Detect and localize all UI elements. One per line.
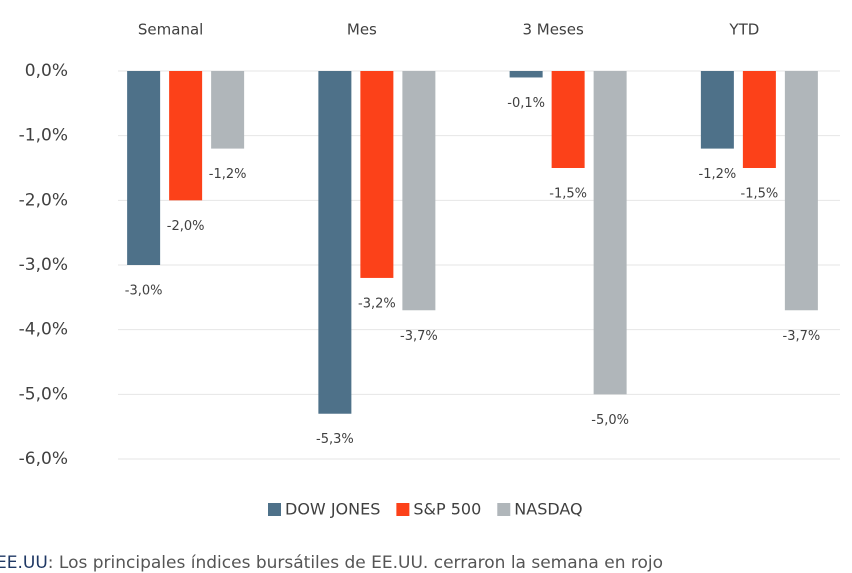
legend-label: S&P 500 — [413, 500, 481, 519]
caption: EE.UU: Los principales índices bursátile… — [0, 553, 663, 573]
legend-label: NASDAQ — [514, 500, 582, 519]
value-label: -5,0% — [591, 413, 629, 428]
y-tick-label: -6,0% — [19, 449, 68, 469]
y-tick-label: -5,0% — [19, 384, 68, 404]
bar — [551, 71, 585, 168]
value-label: -1,2% — [209, 167, 247, 182]
x-tick-label: YTD — [728, 21, 759, 39]
value-label: -3,7% — [400, 329, 438, 344]
x-tick-label: Mes — [347, 21, 377, 39]
legend-label: DOW JONES — [285, 500, 380, 519]
bar — [742, 71, 776, 168]
value-label: -2,0% — [167, 219, 205, 234]
value-label: -5,3% — [316, 432, 354, 447]
y-tick-label: -2,0% — [19, 190, 68, 210]
bar — [360, 71, 394, 278]
value-label: -3,0% — [125, 284, 163, 299]
bar — [318, 71, 352, 414]
value-label: -1,2% — [699, 167, 737, 182]
legend-swatch — [396, 503, 410, 516]
bar — [784, 71, 818, 311]
bar — [402, 71, 436, 311]
value-label: -1,5% — [741, 187, 779, 202]
bar — [509, 71, 543, 78]
value-label: -1,5% — [549, 187, 587, 202]
bar — [593, 71, 627, 395]
bar — [127, 71, 161, 265]
bar — [211, 71, 245, 149]
caption-text: : Los principales índices bursátiles de … — [48, 553, 663, 573]
y-tick-label: -3,0% — [19, 255, 68, 275]
legend-swatch — [268, 503, 281, 516]
value-label: -3,7% — [783, 329, 821, 344]
x-tick-label: 3 Meses — [522, 21, 584, 39]
y-tick-label: 0,0% — [25, 61, 68, 81]
value-label: -0,1% — [507, 96, 545, 111]
x-tick-label: Semanal — [138, 21, 203, 39]
legend-swatch — [497, 503, 511, 516]
bar — [700, 71, 734, 149]
caption-highlight: EE.UU — [0, 553, 48, 573]
bar — [169, 71, 203, 201]
y-tick-label: -1,0% — [19, 126, 68, 146]
value-label: -3,2% — [358, 296, 396, 311]
y-tick-label: -4,0% — [19, 320, 68, 340]
